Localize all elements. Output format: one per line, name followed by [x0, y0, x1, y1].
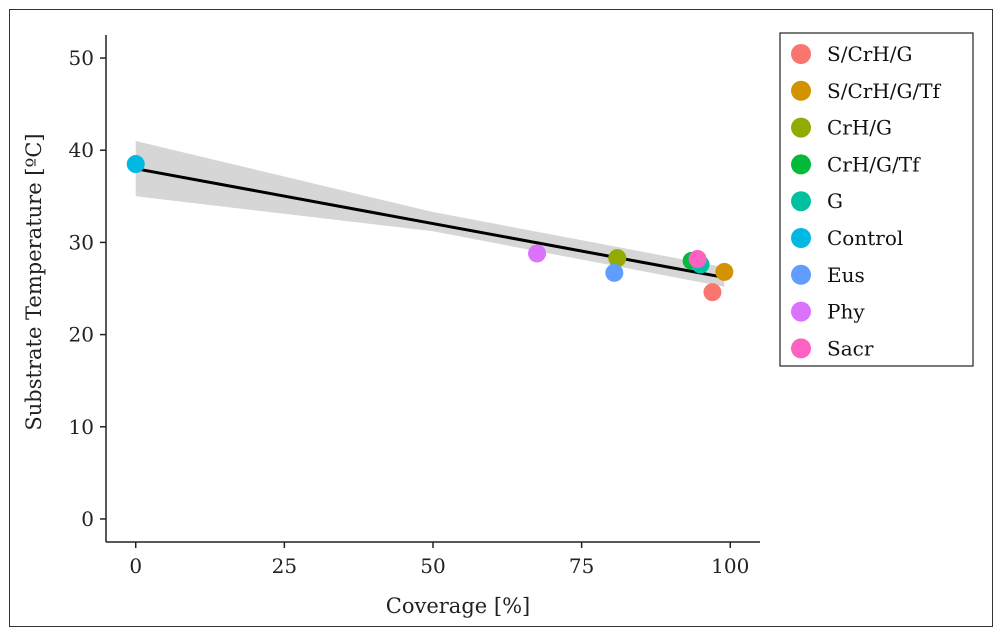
legend-swatch [791, 228, 811, 248]
legend: S/CrH/G S/CrH/G/Tf CrH/G CrH/G/Tf G Control Eu… [779, 32, 974, 367]
legend-label: Phy [827, 300, 865, 324]
x-tick-label: 50 [420, 554, 445, 578]
confidence-band [135, 141, 725, 287]
y-tick-label: 20 [69, 323, 94, 347]
y-tick-label: 50 [69, 46, 94, 70]
data-point [715, 262, 734, 281]
legend-label: Control [827, 226, 903, 250]
x-axis-title: Coverage [%] [386, 594, 530, 618]
x-tick-label: 100 [711, 554, 749, 578]
data-point [605, 263, 624, 282]
legend-swatch [791, 44, 811, 64]
legend-label: G [827, 189, 843, 213]
y-axis-title: Substrate Temperature [ºC] [22, 133, 46, 430]
legend-label: Eus [827, 263, 865, 287]
y-tick-label: 30 [69, 230, 94, 254]
legend-box [779, 32, 974, 367]
y-tick-label: 40 [69, 138, 94, 162]
x-tick-label: 25 [272, 554, 297, 578]
legend-label: S/CrH/G [827, 42, 912, 66]
data-point [528, 244, 547, 263]
data-point [608, 249, 627, 268]
legend-swatch [791, 80, 811, 101]
legend-label: S/CrH/G/Tf [827, 79, 942, 103]
legend-label: CrH/G [827, 116, 892, 140]
trend-line [135, 167, 725, 279]
axes-layer [105, 35, 760, 543]
x-ticks: 0 25 50 75 100 [129, 542, 749, 578]
points-layer [126, 155, 734, 302]
legend-swatch [791, 264, 811, 285]
x-tick-label: 0 [129, 554, 142, 578]
legend-swatch [791, 191, 811, 212]
legend-swatch [791, 117, 811, 138]
data-point [703, 283, 722, 302]
legend-items: S/CrH/G S/CrH/G/Tf CrH/G CrH/G/Tf G Control Eu… [791, 42, 942, 360]
y-ticks: 0 10 20 30 40 50 [69, 46, 106, 531]
legend-swatch [791, 154, 811, 175]
confidence-band-layer [135, 141, 725, 287]
legend-label: Sacr [827, 336, 874, 360]
x-tick-label: 75 [569, 554, 594, 578]
legend-swatch [791, 301, 811, 322]
data-point [688, 250, 707, 269]
y-tick-label: 10 [69, 415, 94, 439]
y-tick-label: 0 [81, 507, 94, 531]
trendline-layer [135, 167, 725, 279]
data-point [126, 155, 145, 174]
legend-label: CrH/G/Tf [827, 152, 921, 176]
legend-swatch [791, 338, 811, 359]
